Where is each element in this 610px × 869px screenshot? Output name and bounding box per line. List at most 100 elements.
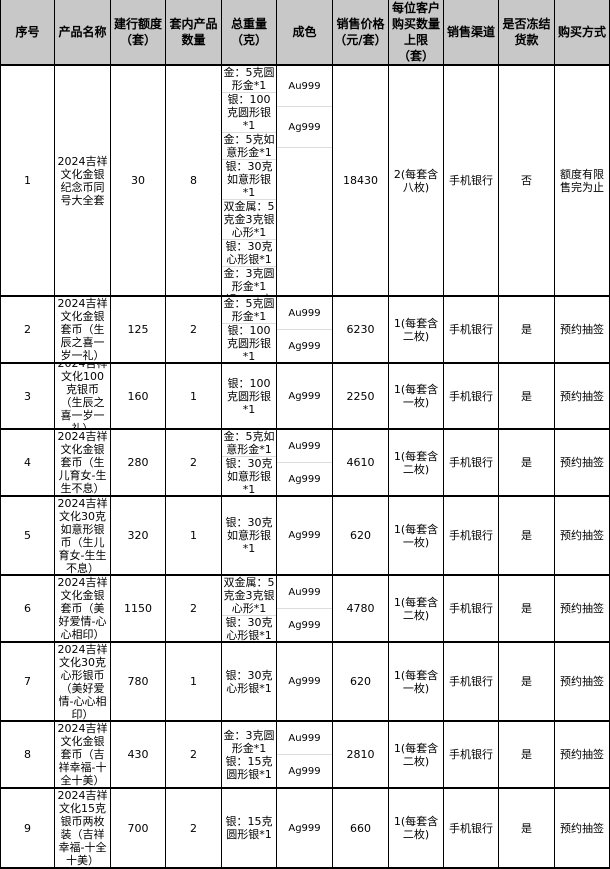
purity-item: Ag999 [277, 107, 332, 148]
col-no-cell: 7 [0, 643, 55, 722]
col-freeze-cell: 否 [499, 66, 555, 297]
col-purity-cell: Ag999 [277, 497, 333, 576]
col-freeze-cell: 是 [499, 430, 555, 497]
col-no-cell: 9 [0, 789, 55, 869]
purity-item [277, 148, 332, 295]
weight-item: 银：100克圆形银*1 [227, 324, 271, 363]
col-channel-cell: 手机银行 [444, 497, 499, 576]
col-limit-cell: 1(每套含一枚) [389, 643, 444, 722]
purity-item: Ag999 [288, 530, 321, 541]
weight-item: 银：100克圆形银*1 [222, 93, 276, 133]
col-purity-cell: Au999 Ag999 [277, 66, 333, 297]
weight-item: 银：30克如意形银*1 [222, 160, 276, 200]
col-price-cell: 620 [333, 643, 389, 722]
col-no-cell: 4 [0, 430, 55, 497]
col-quota-cell: 700 [111, 789, 166, 869]
col-purity-cell: Au999 Ag999 [277, 430, 333, 497]
col-quota-cell: 160 [111, 364, 166, 430]
col-count-cell: 1 [166, 643, 222, 722]
purity-item: Ag999 [288, 676, 321, 687]
col-channel-cell: 手机银行 [444, 576, 499, 643]
header-col-freeze: 是否冻结货款 [499, 0, 555, 66]
col-quota-cell: 430 [111, 722, 166, 789]
col-price-cell: 660 [333, 789, 389, 869]
weight-item: 金：3克圆形金*1 银：15克圆形银*1 [223, 267, 275, 295]
col-limit-cell: 1(每套含二枚) [389, 576, 444, 643]
col-price-cell: 6230 [333, 297, 389, 364]
col-method-cell: 预约抽签 [555, 576, 610, 643]
col-no-cell: 5 [0, 497, 55, 576]
col-purity-cell: Ag999 [277, 364, 333, 430]
col-method-cell: 预约抽签 [555, 297, 610, 364]
col-weight-cell: 金：5克如意形金*1 银：30克如意形银*1 [222, 430, 277, 497]
table-row: 5 2024吉祥文化30克如意形银币（生儿育女-生生不息） 320 1 银：30克如意形… [0, 497, 610, 576]
col-weight-cell: 银：30克心形银*1 [222, 643, 277, 722]
purity-item: Ag999 [288, 340, 321, 352]
col-limit-cell: 1(每套含二枚) [389, 430, 444, 497]
col-price-cell: 18430 [333, 66, 389, 297]
purity-item: Au999 [277, 430, 332, 463]
header-col-price: 销售价格（元/套） [333, 0, 389, 66]
purity-item: Ag999 [288, 822, 321, 834]
col-count-cell: 2 [166, 576, 222, 643]
header-col-count: 套内产品数量 [166, 0, 222, 66]
col-freeze-cell: 是 [499, 643, 555, 722]
weight-item: 银：30克如意形银*1 [225, 516, 273, 555]
weight-item: 银：15克圆形银*1 [225, 815, 273, 841]
weight-item: 银：100克圆形银*1 [227, 376, 271, 416]
col-channel-cell: 手机银行 [444, 364, 499, 430]
col-weight-cell: 银：15克圆形银*1 [222, 789, 277, 869]
col-method-cell: 预约抽签 [555, 722, 610, 789]
col-purity-cell: Au999 Ag999 [277, 297, 333, 364]
table-row: 32024吉祥文化100克银币（生辰之喜一岁一礼）1601银：100克圆形银*1… [0, 364, 610, 430]
weight-item: 双金属：5克金3克银心形*1 [222, 576, 276, 616]
col-name-cell: 2024吉祥文化金银套币（美好爱情-心心相印） [55, 576, 111, 643]
col-price-cell: 2250 [333, 364, 389, 430]
col-freeze-cell: 是 [499, 576, 555, 643]
col-no-cell: 8 [0, 722, 55, 789]
col-purity-cell: Ag999 [277, 643, 333, 722]
weight-item: 金：5克如意形金*1 [222, 133, 276, 160]
col-price-cell: 4780 [333, 576, 389, 643]
table-row: 9 2024吉祥文化15克银币两枚装（吉祥幸福-十全十美） 700 2 银：15克圆形银… [0, 789, 610, 869]
col-price-cell: 620 [333, 497, 389, 576]
purity-item: Ag999 [288, 390, 321, 402]
table-row: 4 2024吉祥文化金银套币（生儿育女-生生不息） 280 2 金：5克如意形金*1 银：… [0, 430, 610, 497]
weight-item: 银：30克心形银*1 [222, 240, 276, 267]
col-quota-cell: 30 [111, 66, 166, 297]
table-row: 7 2024吉祥文化30克心形银币（美好爱情-心心相印） 780 1 银：30克心形银*… [0, 643, 610, 722]
header-col-purity: 成色 [277, 0, 333, 66]
col-channel-cell: 手机银行 [444, 66, 499, 297]
weight-item: 银：30克心形银*1 [225, 668, 273, 695]
col-channel-cell: 手机银行 [444, 643, 499, 722]
col-count-cell: 2 [166, 297, 222, 364]
table-row: 2 2024吉祥文化金银套币（生辰之喜一岁一礼） 125 2 金：5克圆形金*1 银：10… [0, 297, 610, 364]
col-name-cell: 2024吉祥文化金银套币（生儿育女-生生不息） [55, 430, 111, 497]
header-col-name: 产品名称 [55, 0, 111, 66]
col-count-cell: 2 [166, 722, 222, 789]
col-limit-cell: 1(每套含一枚) [389, 364, 444, 430]
col-limit-cell: 1(每套含二枚) [389, 789, 444, 869]
table-row: 1 2024吉祥文化金银纪念币同号大全套 30 8 金：5克圆形金*1 银：100克圆形银… [0, 66, 610, 297]
header-col-method: 购买方式 [555, 0, 610, 66]
weight-item: 金：3克圆形金*1 银：15克圆形银*1 [223, 728, 275, 781]
col-no-cell: 6 [0, 576, 55, 643]
purity-item: Au999 [277, 297, 332, 330]
col-method-cell: 额度有限售完为止 [555, 66, 610, 297]
purity-item: Ag999 [288, 619, 321, 631]
col-limit-cell: 1(每套含二枚) [389, 297, 444, 364]
header-col-no: 序号 [0, 0, 55, 66]
col-freeze-cell: 是 [499, 364, 555, 430]
col-name-cell: 2024吉祥文化30克如意形银币（生儿育女-生生不息） [55, 497, 111, 576]
col-limit-cell: 1(每套含一枚) [389, 497, 444, 576]
col-weight-cell: 金：3克圆形金*1 银：15克圆形银*1 [222, 722, 277, 789]
col-purity-cell: Au999 Ag999 [277, 722, 333, 789]
col-name-cell: 2024吉祥文化金银纪念币同号大全套 [55, 66, 111, 297]
purity-item: Ag999 [288, 765, 321, 777]
col-method-cell: 预约抽签 [555, 643, 610, 722]
col-method-cell: 预约抽签 [555, 430, 610, 497]
col-freeze-cell: 是 [499, 722, 555, 789]
weight-item: 银：30克心形银*1 [225, 616, 273, 642]
col-name-cell: 2024吉祥文化100克银币（生辰之喜一岁一礼） [55, 364, 111, 430]
